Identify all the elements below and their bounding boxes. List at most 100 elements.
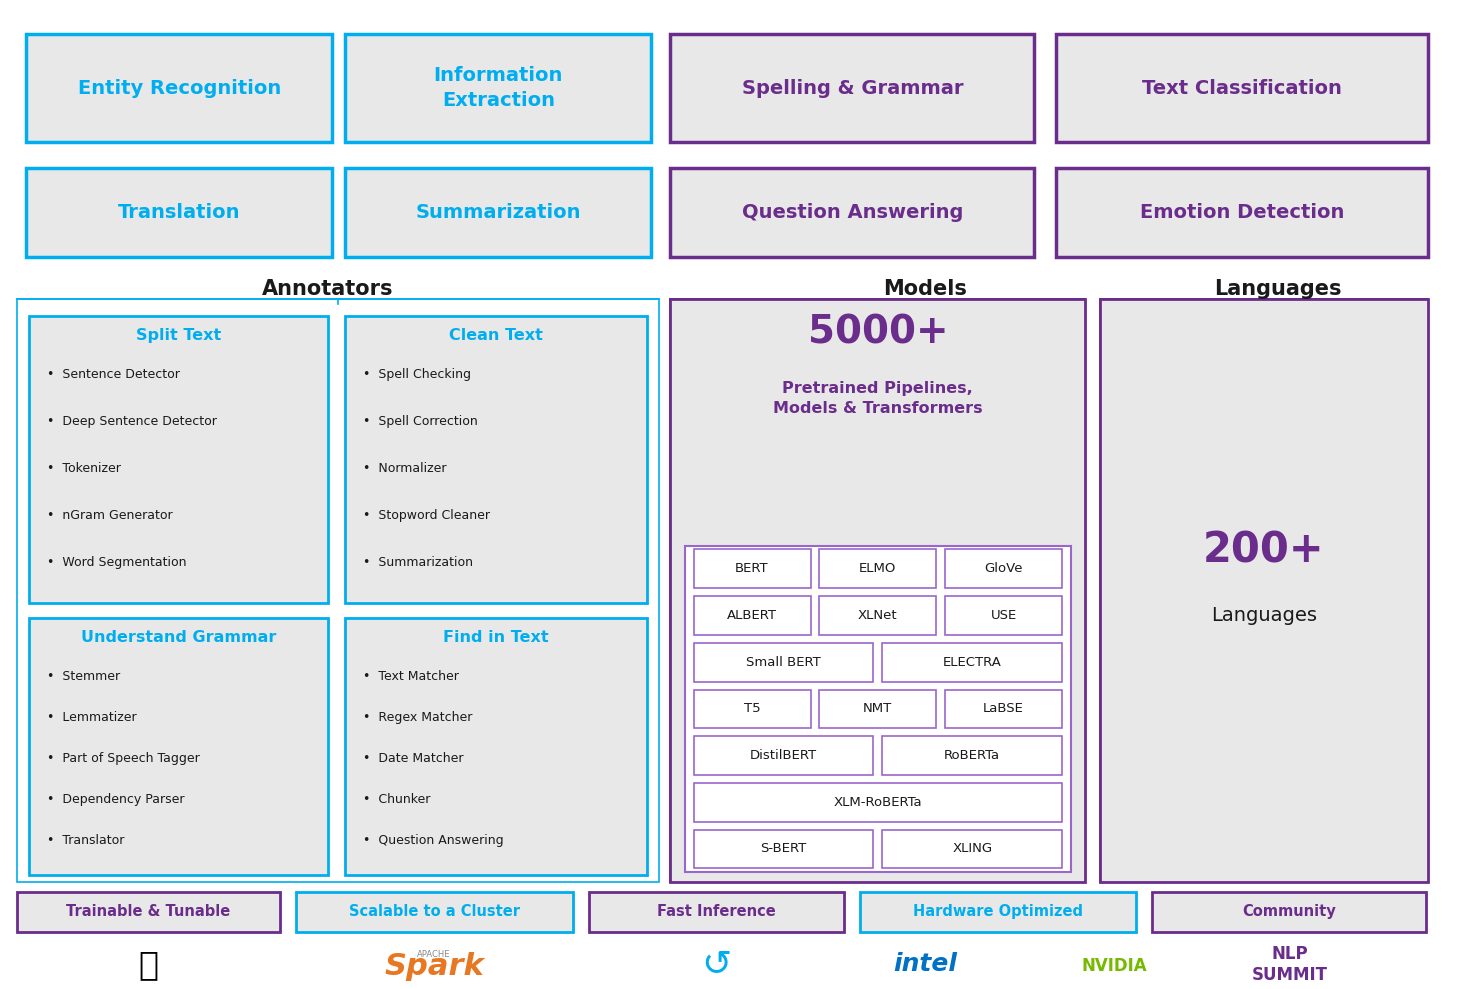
Bar <box>1152 892 1426 932</box>
Text: 200+: 200+ <box>1203 530 1324 572</box>
Text: •  Normalizer: • Normalizer <box>363 462 446 475</box>
Bar <box>26 168 332 257</box>
Text: Information
Extraction: Information Extraction <box>434 66 562 110</box>
Bar <box>1056 34 1428 142</box>
Text: •  Spell Checking: • Spell Checking <box>363 368 471 381</box>
Text: T5: T5 <box>743 702 761 715</box>
Bar <box>819 689 937 728</box>
Text: •  Translator: • Translator <box>47 834 124 848</box>
Text: GloVe: GloVe <box>985 563 1023 576</box>
Text: Trainable & Tunable: Trainable & Tunable <box>67 904 230 920</box>
Text: Models: Models <box>883 279 967 299</box>
Bar <box>1100 299 1428 882</box>
Text: Question Answering: Question Answering <box>742 203 963 223</box>
Text: Community: Community <box>1243 904 1336 920</box>
Bar <box>17 892 280 932</box>
Text: •  Question Answering: • Question Answering <box>363 834 504 848</box>
Bar <box>946 550 1062 588</box>
Bar <box>860 892 1136 932</box>
Text: NLP
SUMMIT: NLP SUMMIT <box>1252 944 1327 984</box>
Text: •  Stemmer: • Stemmer <box>47 670 119 682</box>
Text: DistilBERT: DistilBERT <box>750 749 817 763</box>
Text: Text Classification: Text Classification <box>1142 78 1342 98</box>
Text: •  Date Matcher: • Date Matcher <box>363 752 463 764</box>
Bar <box>883 736 1062 775</box>
Text: Pretrained Pipelines,
Models & Transformers: Pretrained Pipelines, Models & Transform… <box>774 381 982 415</box>
Bar <box>17 299 659 882</box>
Text: Clean Text: Clean Text <box>449 328 543 343</box>
Text: ↺: ↺ <box>702 947 731 981</box>
Text: Small BERT: Small BERT <box>746 656 820 669</box>
Bar <box>883 830 1062 868</box>
Bar <box>819 550 937 588</box>
Text: intel: intel <box>893 952 957 976</box>
Text: Fast Inference: Fast Inference <box>657 904 775 920</box>
Text: Annotators: Annotators <box>262 279 393 299</box>
Bar <box>694 643 874 681</box>
Text: NVIDIA: NVIDIA <box>1081 957 1148 975</box>
Text: •  nGram Generator: • nGram Generator <box>47 509 172 522</box>
Text: •  Stopword Cleaner: • Stopword Cleaner <box>363 509 490 522</box>
Bar <box>670 299 1085 882</box>
Text: USE: USE <box>991 609 1017 622</box>
Bar <box>694 830 874 868</box>
Bar <box>819 596 937 635</box>
Text: Find in Text: Find in Text <box>443 630 549 645</box>
Text: •  Regex Matcher: • Regex Matcher <box>363 711 472 724</box>
Text: XLNet: XLNet <box>858 609 898 622</box>
Bar <box>1056 168 1428 257</box>
Bar <box>29 316 328 603</box>
Bar <box>670 34 1034 142</box>
Text: Scalable to a Cluster: Scalable to a Cluster <box>348 904 520 920</box>
Bar <box>29 618 328 875</box>
Text: •  Summarization: • Summarization <box>363 556 472 570</box>
Text: BERT: BERT <box>736 563 769 576</box>
Bar <box>694 596 810 635</box>
Bar <box>26 34 332 142</box>
Bar <box>946 689 1062 728</box>
Bar <box>345 316 647 603</box>
Text: •  Spell Correction: • Spell Correction <box>363 415 478 428</box>
Text: Spark: Spark <box>385 951 484 981</box>
Text: •  Part of Speech Tagger: • Part of Speech Tagger <box>47 752 200 764</box>
Text: •  Text Matcher: • Text Matcher <box>363 670 459 682</box>
Bar <box>946 596 1062 635</box>
Text: RoBERTa: RoBERTa <box>944 749 1001 763</box>
Text: LaBSE: LaBSE <box>983 702 1024 715</box>
Text: •  Lemmatizer: • Lemmatizer <box>47 711 137 724</box>
Text: Languages: Languages <box>1214 279 1342 299</box>
Text: XLM-RoBERTa: XLM-RoBERTa <box>833 796 922 809</box>
Bar <box>345 618 647 875</box>
Text: •  Tokenizer: • Tokenizer <box>47 462 121 475</box>
Bar <box>694 783 1062 822</box>
Text: Split Text: Split Text <box>136 328 221 343</box>
Text: •  Chunker: • Chunker <box>363 793 430 806</box>
Text: Spelling & Grammar: Spelling & Grammar <box>742 78 963 98</box>
Text: •  Deep Sentence Detector: • Deep Sentence Detector <box>47 415 217 428</box>
Bar <box>345 34 651 142</box>
Bar <box>589 892 844 932</box>
Text: APACHE: APACHE <box>418 949 450 959</box>
Text: Entity Recognition: Entity Recognition <box>77 78 281 98</box>
Text: XLING: XLING <box>951 843 992 855</box>
Text: NMT: NMT <box>863 702 893 715</box>
Bar <box>345 168 651 257</box>
Text: Translation: Translation <box>118 203 240 223</box>
Bar <box>670 168 1034 257</box>
Text: 5000+: 5000+ <box>807 314 949 351</box>
Bar <box>694 689 810 728</box>
Text: ELECTRA: ELECTRA <box>943 656 1001 669</box>
Text: Summarization: Summarization <box>415 203 581 223</box>
Text: Understand Grammar: Understand Grammar <box>80 630 277 645</box>
Bar <box>694 736 874 775</box>
Bar <box>296 892 573 932</box>
Text: Hardware Optimized: Hardware Optimized <box>914 904 1083 920</box>
Text: ALBERT: ALBERT <box>727 609 777 622</box>
Text: •  Sentence Detector: • Sentence Detector <box>47 368 179 381</box>
Text: S-BERT: S-BERT <box>761 843 807 855</box>
Text: 🧠: 🧠 <box>138 947 159 981</box>
Text: •  Dependency Parser: • Dependency Parser <box>47 793 184 806</box>
Text: ELMO: ELMO <box>860 563 896 576</box>
Bar <box>685 546 1071 872</box>
Text: •  Word Segmentation: • Word Segmentation <box>47 556 186 570</box>
